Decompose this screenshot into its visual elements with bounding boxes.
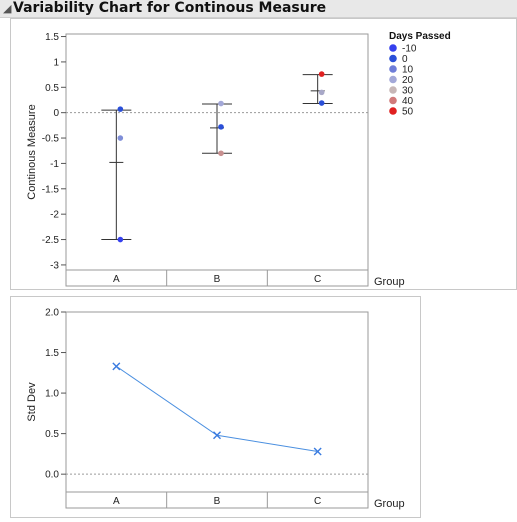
y-tick-label: -1.5	[42, 184, 60, 195]
plot-marks	[112, 362, 322, 456]
x-category-strip	[65, 269, 369, 287]
legend-title: Days Passed	[389, 31, 451, 42]
variability-chart: 1.5 1 0.5 0 -0.5 -1 -1.5 -2 -2.5 -3 Continous Meas…	[26, 31, 451, 288]
legend-entry-label: 40	[402, 96, 414, 107]
y-axis: 2.0 1.5 1.0 0.5 0.0 Std Dev	[26, 308, 66, 481]
data-point	[218, 124, 224, 130]
y-tick-label: 0	[53, 108, 59, 119]
group-c-marks	[302, 71, 333, 106]
report-title: Variability Chart for Continous Measure	[13, 0, 327, 16]
x-axis: A B C Group	[65, 491, 405, 510]
x-tick-label: B	[214, 274, 221, 285]
x-axis-label: Group	[374, 276, 405, 288]
y-tick-label: -2	[50, 210, 59, 221]
legend-entry-label: 10	[402, 65, 414, 76]
x-tick-label: C	[314, 274, 321, 285]
x-tick-label: A	[113, 496, 120, 507]
data-point	[218, 100, 224, 107]
legend-entry-label: 20	[402, 75, 414, 86]
legend-swatch	[389, 96, 397, 105]
y-tick-label: -2.5	[42, 235, 60, 246]
legend-swatch	[389, 107, 397, 115]
data-point	[117, 135, 124, 141]
std-dev-chart-panel: 2.0 1.5 1.0 0.5 0.0 Std Dev A B C Group	[10, 296, 421, 518]
x-axis: A B C Group	[65, 269, 405, 288]
legend-entry-label: 0	[402, 54, 408, 65]
y-tick-label: -3	[50, 260, 59, 271]
y-axis: 1.5 1 0.5 0 -0.5 -1 -1.5 -2 -2.5 -3 Continous Meas…	[26, 32, 66, 271]
std-dev-chart: 2.0 1.5 1.0 0.5 0.0 Std Dev A B C Group	[26, 308, 405, 511]
disclosure-triangle-icon[interactable]: ◢	[3, 2, 12, 15]
std-dev-point	[112, 362, 121, 371]
legend-swatch	[389, 54, 397, 63]
x-tick-label: A	[113, 274, 120, 285]
variability-chart-panel: 1.5 1 0.5 0 -0.5 -1 -1.5 -2 -2.5 -3 Continous Meas…	[10, 18, 517, 290]
y-tick-label: 0.0	[45, 470, 59, 481]
report-title-bar: ◢ Variability Chart for Continous Measur…	[0, 0, 517, 18]
y-tick-label: 0.5	[45, 83, 59, 94]
plot-frame	[65, 311, 369, 493]
legend-swatch	[389, 86, 397, 94]
legend-swatch	[389, 75, 397, 84]
y-axis-label: Continous Measure	[26, 104, 38, 199]
data-point	[318, 89, 325, 96]
legend-entry-label: -10	[402, 44, 417, 55]
y-tick-label: 0.5	[45, 429, 59, 440]
x-axis-label: Group	[374, 498, 405, 510]
y-tick-label: 1.5	[45, 348, 59, 359]
y-tick-label: 1	[53, 57, 59, 68]
legend-swatch	[389, 65, 397, 73]
y-tick-label: 1.0	[45, 389, 59, 400]
y-axis-label: Std Dev	[26, 382, 38, 422]
data-point	[318, 71, 325, 77]
x-tick-label: C	[314, 496, 321, 507]
x-tick-label: B	[214, 496, 221, 507]
legend-swatch	[389, 44, 397, 52]
std-dev-point	[313, 447, 322, 456]
std-dev-point	[213, 431, 221, 440]
group-a-marks	[101, 106, 132, 243]
data-point	[318, 100, 325, 106]
data-point	[218, 150, 224, 157]
legend-entry-label: 50	[402, 107, 414, 118]
y-tick-label: 2.0	[45, 308, 59, 319]
y-tick-label: 1.5	[45, 32, 59, 43]
y-tick-label: -0.5	[42, 134, 60, 145]
plot-marks	[101, 71, 333, 243]
x-category-strip	[65, 491, 369, 509]
y-tick-label: -1	[50, 159, 59, 170]
legend-entry-label: 30	[402, 86, 414, 97]
group-b-marks	[202, 100, 232, 157]
point-x-stroke	[112, 362, 121, 371]
point-x-stroke	[213, 431, 221, 440]
point-x-stroke	[313, 447, 322, 456]
data-point	[117, 236, 124, 243]
data-point	[117, 106, 124, 112]
